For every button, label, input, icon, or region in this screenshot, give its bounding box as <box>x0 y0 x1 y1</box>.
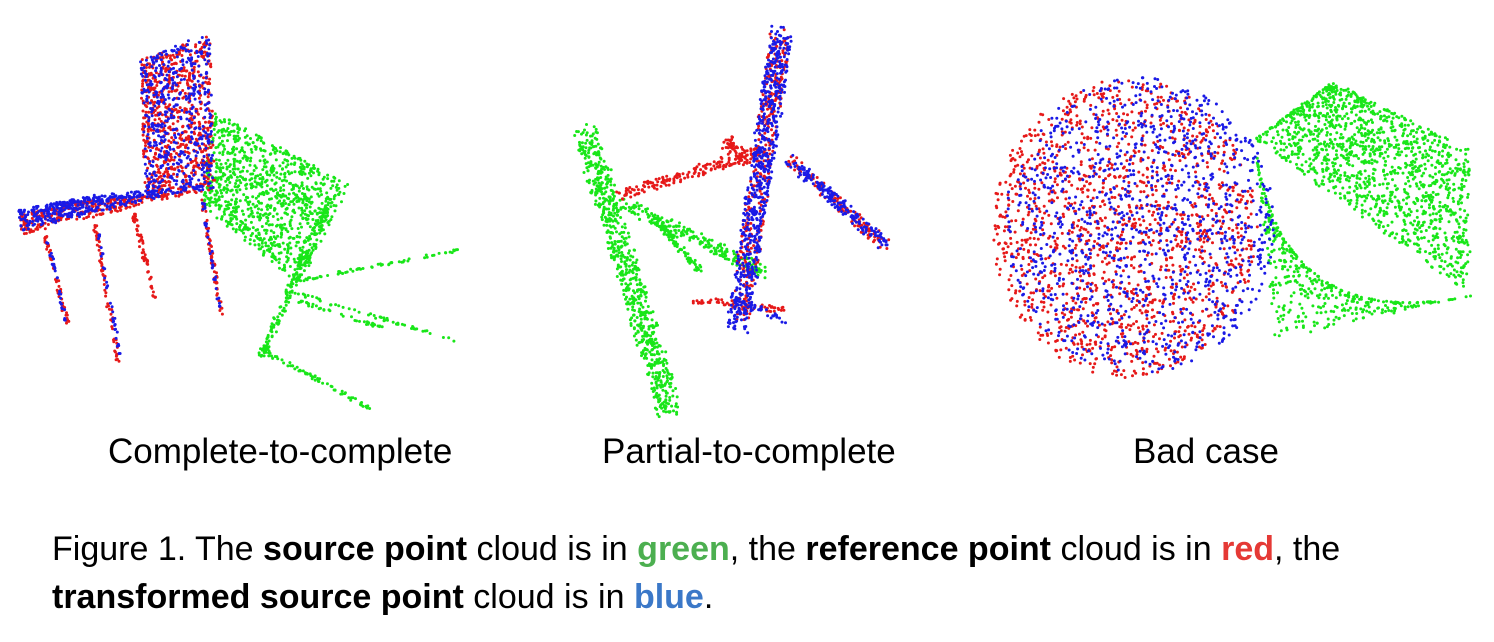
caption-transformed-term: transformed source point <box>52 578 464 616</box>
caption-text-1: cloud is in <box>467 530 638 568</box>
figure-caption: Figure 1. The source point cloud is in g… <box>52 525 1472 621</box>
source-airplane-points <box>573 123 767 419</box>
reference-sphere-points <box>992 79 1259 379</box>
caption-blue-word: blue <box>633 578 704 616</box>
caption-text-6: . <box>703 578 714 616</box>
source-box-points <box>1255 82 1472 338</box>
bad-case-label: Bad case <box>1133 432 1279 471</box>
partial-to-complete-label: Partial-to-complete <box>602 432 896 471</box>
caption-prefix: Figure 1. The <box>52 530 264 568</box>
chair-point-cloud-plot <box>17 35 459 410</box>
transformed-airplane-points <box>726 24 889 335</box>
caption-source-term: source point <box>263 530 468 568</box>
caption-text-2: , the <box>729 530 806 568</box>
complete-to-complete-label: Complete-to-complete <box>108 432 453 471</box>
source-chair-points <box>202 112 459 410</box>
caption-reference-term: reference point <box>805 530 1051 568</box>
transformed-sphere-points <box>1005 76 1276 374</box>
caption-red-word: red <box>1221 530 1275 568</box>
bad-case-figure <box>975 0 1490 430</box>
airplane-point-cloud-plot <box>573 24 891 419</box>
complete-to-complete-figure <box>0 0 480 430</box>
transformed-chair-points <box>17 36 222 355</box>
caption-text-3: cloud is in <box>1051 530 1222 568</box>
caption-text-4: , the <box>1274 530 1341 568</box>
bad-case-point-cloud-plot <box>992 76 1472 379</box>
caption-green-word: green <box>637 530 730 568</box>
caption-text-5: cloud is in <box>463 578 634 616</box>
partial-to-complete-figure <box>560 0 920 430</box>
